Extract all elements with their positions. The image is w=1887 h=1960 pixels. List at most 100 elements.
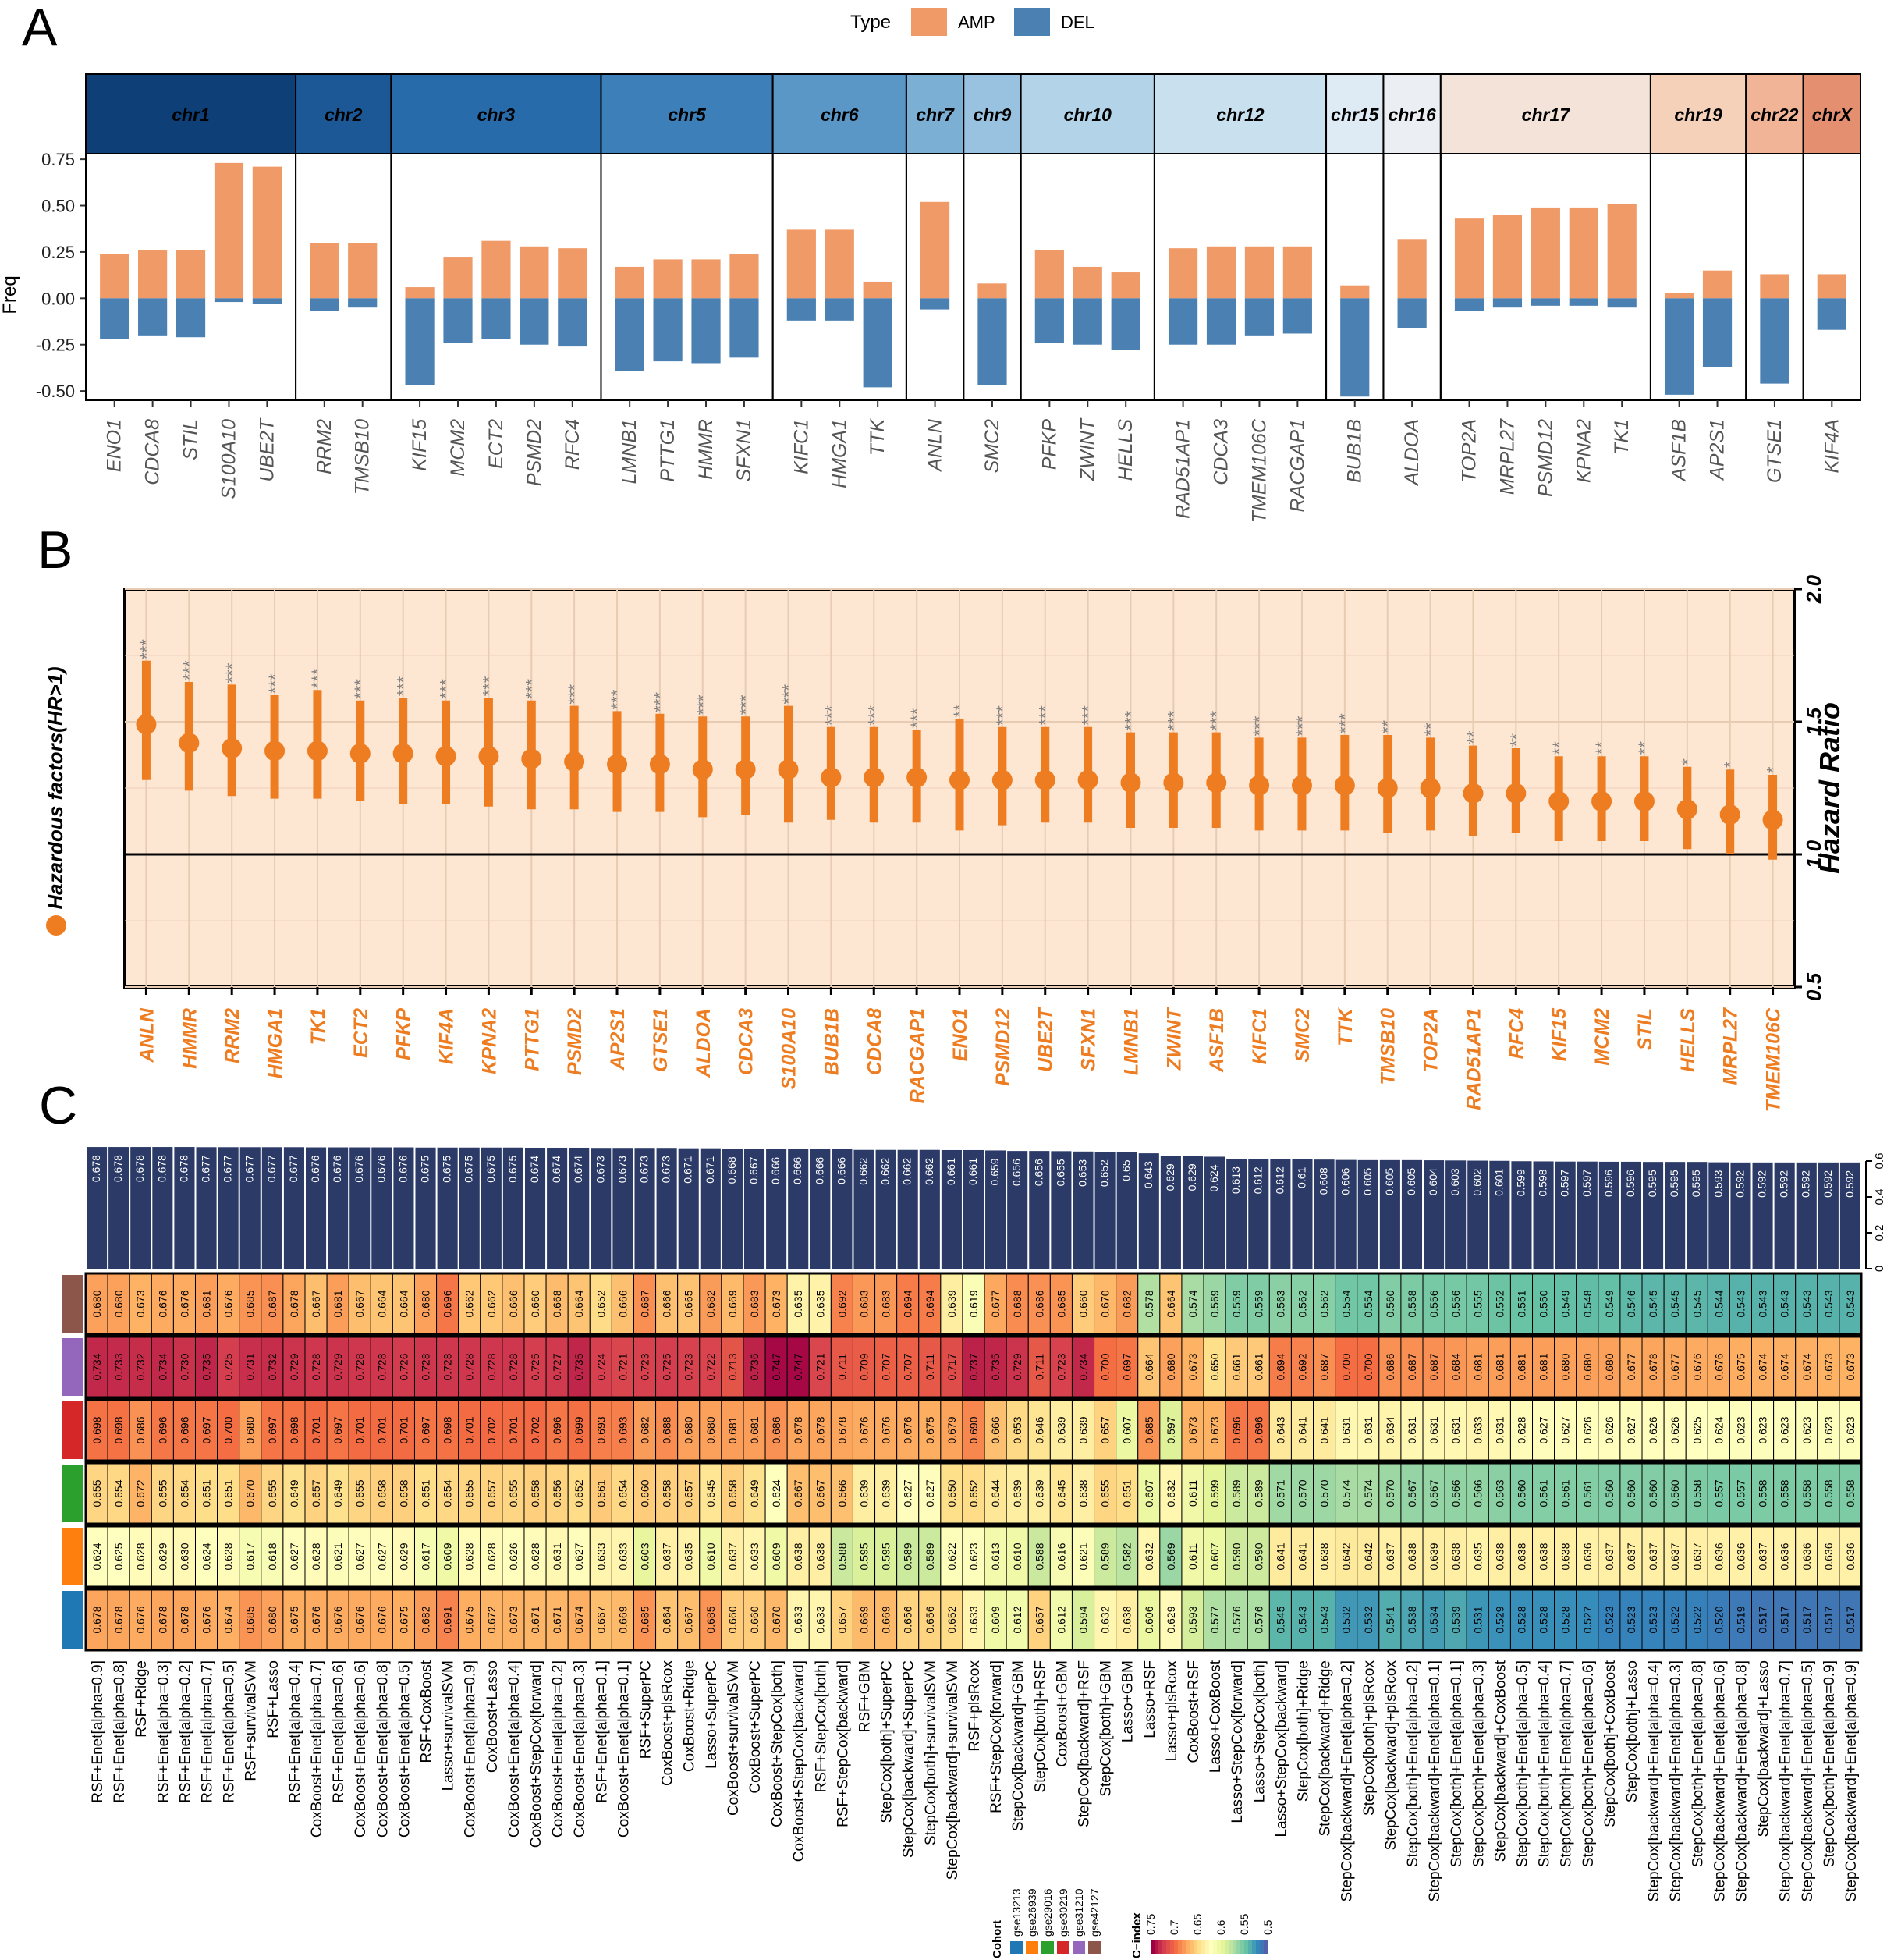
heatmap-cell-value: 0.636 xyxy=(1822,1543,1835,1570)
heatmap-cell-value: 0.570 xyxy=(1384,1479,1396,1507)
model-label: StepCox[both]+Enet[alpha=0.8] xyxy=(1690,1660,1706,1867)
hr-point xyxy=(1034,769,1055,790)
heatmap-cell xyxy=(129,1462,152,1525)
heatmap-cell-value: 0.728 xyxy=(507,1353,520,1380)
cindex-gradient-segment xyxy=(1209,1940,1214,1954)
significance-label: * xyxy=(1764,766,1783,773)
cindex-gradient-segment xyxy=(1240,1940,1245,1954)
heatmap-cell-value: 0.569 xyxy=(1208,1290,1221,1317)
significance-label: * xyxy=(1678,758,1697,765)
hr-tick-label: 1.5 xyxy=(1802,707,1825,736)
mean-cindex-bar xyxy=(810,1149,831,1269)
significance-label: *** xyxy=(265,673,285,694)
heatmap-cell-value: 0.666 xyxy=(835,1479,848,1507)
chromosome-header-chr9 xyxy=(963,73,1022,154)
gene-label: S100A10 xyxy=(218,419,239,499)
mean-cindex-label: 0.643 xyxy=(1142,1161,1155,1188)
heatmap-cell xyxy=(874,1589,898,1651)
heatmap-cell-value: 0.634 xyxy=(1384,1416,1396,1443)
heatmap-cell-value: 0.658 xyxy=(661,1479,673,1507)
mean-cindex-bar xyxy=(985,1150,1006,1269)
heatmap-cell-value: 0.676 xyxy=(200,1606,213,1633)
heatmap-cell-value: 0.667 xyxy=(683,1606,695,1633)
heatmap-cell-value: 0.666 xyxy=(507,1290,520,1317)
model-label: RSF+StepCox[forward] xyxy=(988,1660,1005,1813)
heatmap-cell xyxy=(480,1336,503,1398)
model-label: StepCox[both]+SuperPC xyxy=(879,1660,896,1823)
heatmap-cell-value: 0.721 xyxy=(616,1353,629,1380)
model-label: RSF+SuperPC xyxy=(638,1660,654,1759)
gene-label: CDCA3 xyxy=(1211,419,1233,485)
significance-label: *** xyxy=(1250,715,1269,736)
heatmap-cell-value: 0.696 xyxy=(1230,1416,1243,1443)
mean-cindex-bar xyxy=(393,1147,414,1269)
heatmap-cell xyxy=(107,1336,130,1398)
model-label: StepCox[both]+GBM xyxy=(1098,1660,1115,1797)
heatmap-cell-value: 0.674 xyxy=(222,1606,235,1633)
amp-bar xyxy=(1340,285,1370,299)
cindex-gradient-segment xyxy=(1186,1940,1190,1954)
forest-gene-label: RRM2 xyxy=(222,1008,243,1063)
heatmap-cell-value: 0.631 xyxy=(1449,1416,1462,1443)
chromosome-header-chr16 xyxy=(1382,73,1442,154)
cindex-gradient-segment xyxy=(1194,1940,1198,1954)
heatmap-cell-value: 0.649 xyxy=(288,1479,300,1507)
heatmap-cell-value: 0.667 xyxy=(310,1290,322,1317)
model-label: StepCox[both]+Enet[alpha=0.5] xyxy=(1514,1660,1531,1867)
cindex-gradient-segment xyxy=(1248,1940,1253,1954)
heatmap-cell-value: 0.728 xyxy=(463,1353,476,1380)
heatmap-cell-value: 0.623 xyxy=(1734,1416,1747,1443)
heatmap-cell xyxy=(764,1462,788,1525)
chromosome-label: chr19 xyxy=(1674,105,1722,125)
mean-cindex-label: 0.597 xyxy=(1559,1169,1571,1196)
heatmap-cell xyxy=(1071,1399,1095,1461)
model-label: StepCox[backward]+Enet[alpha=0.8] xyxy=(1733,1660,1750,1901)
heatmap-cell-value: 0.632 xyxy=(1143,1543,1155,1570)
heatmap-cell-value: 0.657 xyxy=(485,1479,498,1507)
legend-del-swatch xyxy=(1014,8,1050,36)
heatmap-cell-value: 0.633 xyxy=(594,1543,607,1570)
heatmap-cell-value: 0.594 xyxy=(1077,1606,1089,1633)
heatmap-cell-value: 0.723 xyxy=(683,1353,695,1380)
model-label: StepCox[both]+Enet[alpha=0.7] xyxy=(1559,1660,1575,1867)
gene-label: ECT2 xyxy=(485,419,507,469)
hr-point xyxy=(392,743,413,764)
heatmap-cell-value: 0.713 xyxy=(726,1353,739,1380)
model-label: CoxBoost+RSF xyxy=(1186,1660,1202,1763)
heatmap-cell-value: 0.680 xyxy=(90,1290,103,1317)
freq-tick-label: 0.75 xyxy=(41,150,75,169)
heatmap-cell-value: 0.652 xyxy=(594,1290,607,1317)
heatmap-cell-value: 0.637 xyxy=(726,1543,739,1570)
amp-bar xyxy=(558,248,587,299)
model-label: Lasso+SuperPC xyxy=(704,1660,720,1769)
heatmap-cell-value: 0.543 xyxy=(1822,1290,1835,1317)
heatmap-cell-value: 0.658 xyxy=(397,1479,410,1507)
amp-bar xyxy=(729,254,759,299)
heatmap-cell xyxy=(918,1462,942,1525)
mean-cindex-bar xyxy=(1752,1162,1773,1269)
heatmap-cell xyxy=(1554,1273,1577,1335)
mean-cindex-label: 0.674 xyxy=(550,1156,562,1183)
mean-cindex-bar xyxy=(766,1149,787,1269)
heatmap-cell-value: 0.639 xyxy=(1428,1543,1440,1570)
heatmap-cell xyxy=(962,1273,985,1335)
model-label: RSF+StepCox[both] xyxy=(813,1660,829,1793)
mean-cindex-label: 0.666 xyxy=(835,1157,847,1184)
hr-point xyxy=(949,769,970,790)
model-label: RSF+Enet[alpha=0.7] xyxy=(200,1660,216,1803)
heatmap-cell-value: 0.702 xyxy=(485,1416,498,1443)
heatmap-cell-value: 0.655 xyxy=(1099,1479,1112,1507)
heatmap-cell xyxy=(611,1525,634,1588)
heatmap-cell xyxy=(1137,1589,1161,1651)
heatmap-cell-value: 0.674 xyxy=(1779,1353,1791,1380)
heatmap-cell-value: 0.560 xyxy=(1625,1479,1637,1507)
legend-amp-swatch xyxy=(911,8,947,36)
hr-tick-label: 2.0 xyxy=(1802,574,1825,604)
heatmap-cell xyxy=(1817,1273,1840,1335)
chromosome-label: chr10 xyxy=(1064,105,1112,125)
heatmap-cell-value: 0.636 xyxy=(1712,1543,1725,1570)
heatmap-cell-value: 0.638 xyxy=(1077,1479,1089,1507)
heatmap-cell xyxy=(655,1273,679,1335)
model-label: StepCox[both]+RSF xyxy=(1032,1660,1048,1793)
heatmap-cell xyxy=(567,1336,591,1398)
